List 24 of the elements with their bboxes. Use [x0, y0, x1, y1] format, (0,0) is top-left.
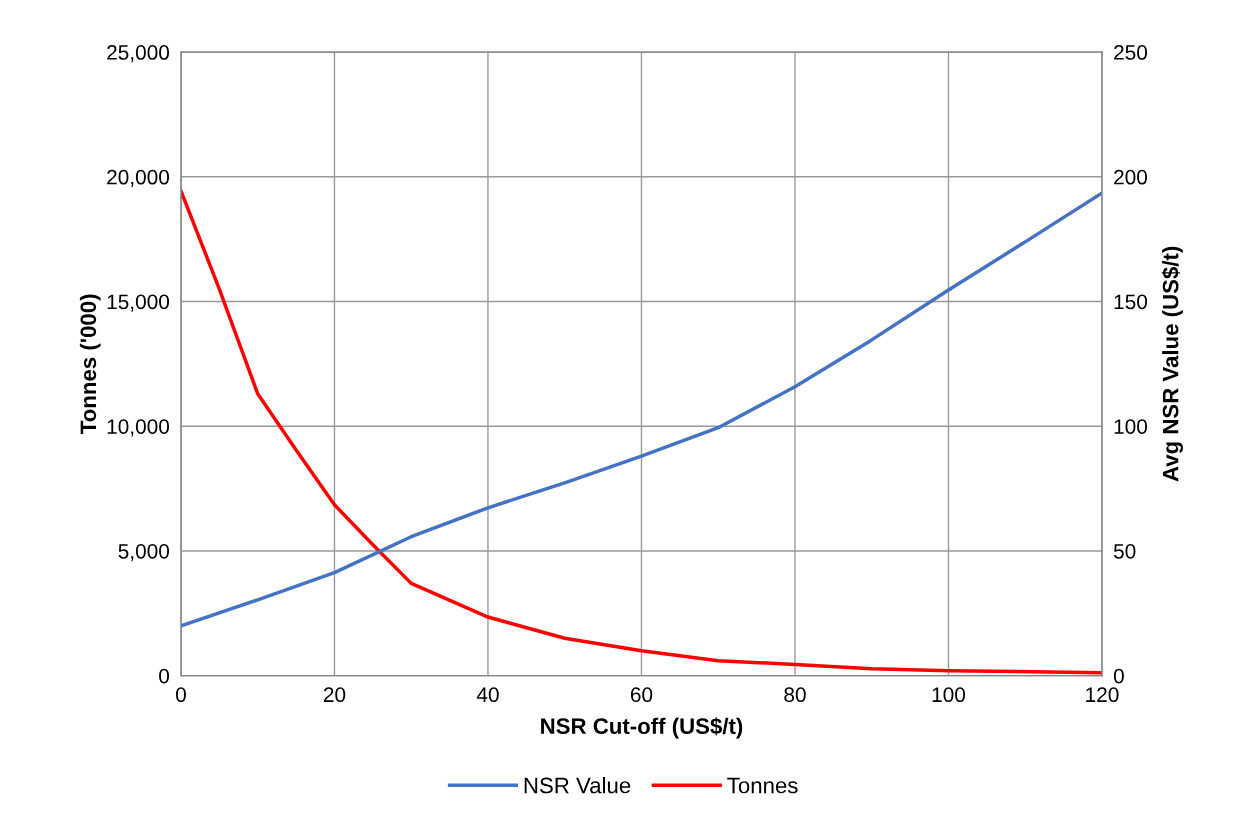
y2-tick-label: 200: [1114, 169, 1148, 185]
x-tick-label: 40: [476, 687, 499, 703]
y2-tick-label: 250: [1114, 45, 1148, 60]
x-tick-label: 0: [175, 687, 186, 703]
x-tick-label: 20: [323, 687, 346, 703]
x-tick-label: 60: [630, 687, 653, 703]
y-tick-label: 15,000: [107, 294, 170, 312]
y2-tick-label: 150: [1114, 294, 1148, 310]
x-tick-label: 120: [1086, 687, 1119, 703]
y-tick-label: 0: [159, 668, 170, 684]
y-axis-title: Tonnes ('000): [79, 294, 101, 434]
legend-label: Tonnes: [727, 777, 798, 794]
x-tick-label: 100: [932, 687, 966, 703]
y2-tick-label: 100: [1114, 419, 1148, 434]
y-tick-label: 25,000: [107, 45, 170, 63]
y2-tick-label: 50: [1113, 543, 1136, 559]
y2-tick-label: 0: [1113, 668, 1124, 684]
y-tick-label: 10,000: [107, 419, 170, 437]
x-axis-title: NSR Cut-off (US$/t): [541, 717, 743, 739]
y2-axis-title: Avg NSR Value (US$/t): [1161, 246, 1183, 482]
y-tick-label: 20,000: [107, 169, 170, 187]
legend-label: NSR Value: [524, 777, 631, 794]
x-tick-label: 80: [784, 687, 806, 703]
y-tick-label: 5,000: [118, 543, 170, 562]
